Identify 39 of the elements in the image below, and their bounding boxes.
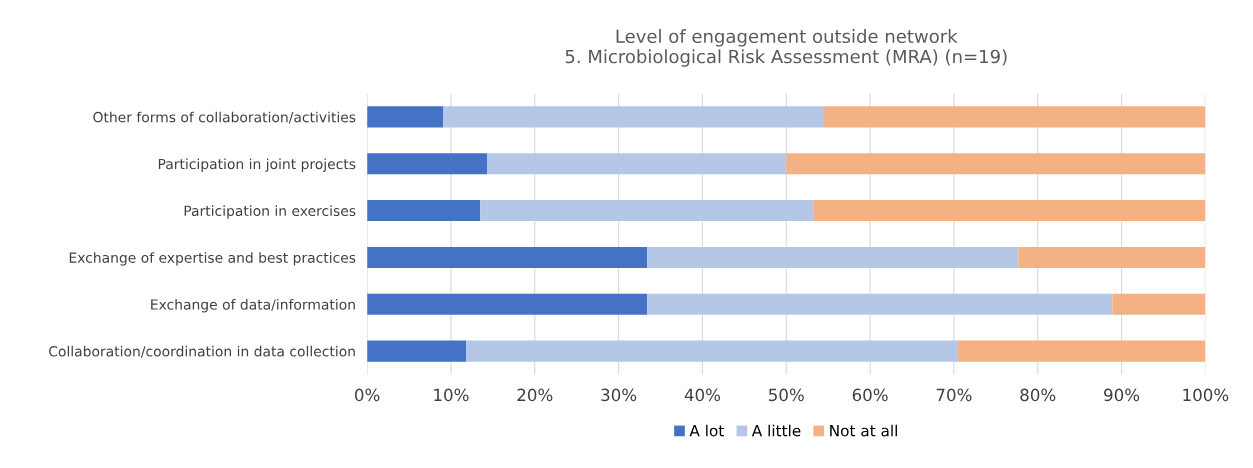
x-tick-label: 0% [355, 388, 380, 402]
bar [367, 340, 467, 362]
bar [786, 153, 1206, 175]
y-tick-label: Other forms of collaboration/activities [93, 111, 356, 124]
bar [443, 106, 824, 128]
y-tick-label: Participation in joint projects [158, 158, 356, 172]
legend-label: A little [751, 424, 801, 437]
bar [367, 200, 481, 222]
x-tick-label: 70% [936, 388, 972, 402]
x-tick-label: 80% [1020, 388, 1056, 402]
bar [367, 153, 487, 175]
x-tick-label: 60% [852, 388, 888, 402]
x-tick-label: 90% [1104, 388, 1140, 402]
x-tick-label: 10% [434, 388, 469, 402]
bar [480, 200, 814, 222]
y-tick-label: Collaboration/coordination in data collection [49, 345, 355, 358]
x-tick-label: 40% [684, 388, 721, 402]
legend-label: A lot [689, 424, 724, 437]
bar [1018, 246, 1206, 268]
y-tick-label: Exchange of expertise and best practices [69, 252, 356, 266]
y-tick-label: Exchange of data/information [151, 298, 355, 313]
x-tick-label: 20% [517, 388, 553, 402]
bar [487, 153, 787, 175]
x-tick-label: 100% [1183, 388, 1229, 402]
bar [466, 340, 959, 362]
bar [1112, 293, 1206, 315]
bar [367, 106, 444, 128]
bar [813, 200, 1206, 222]
bar [823, 106, 1206, 128]
y-tick-label: Participation in exercises [184, 205, 356, 219]
bar [958, 340, 1206, 362]
chart-title: Level of engagement outside network 5. Microbiological Risk Assessment (MRA) (n=19) [565, 29, 1007, 67]
bar [367, 293, 648, 315]
bar [647, 293, 1113, 315]
x-tick-label: 30% [601, 388, 637, 402]
x-tick-label: 50% [769, 388, 804, 402]
bar [367, 246, 648, 268]
legend-label: Not at all [830, 424, 897, 437]
bar [647, 246, 1019, 268]
